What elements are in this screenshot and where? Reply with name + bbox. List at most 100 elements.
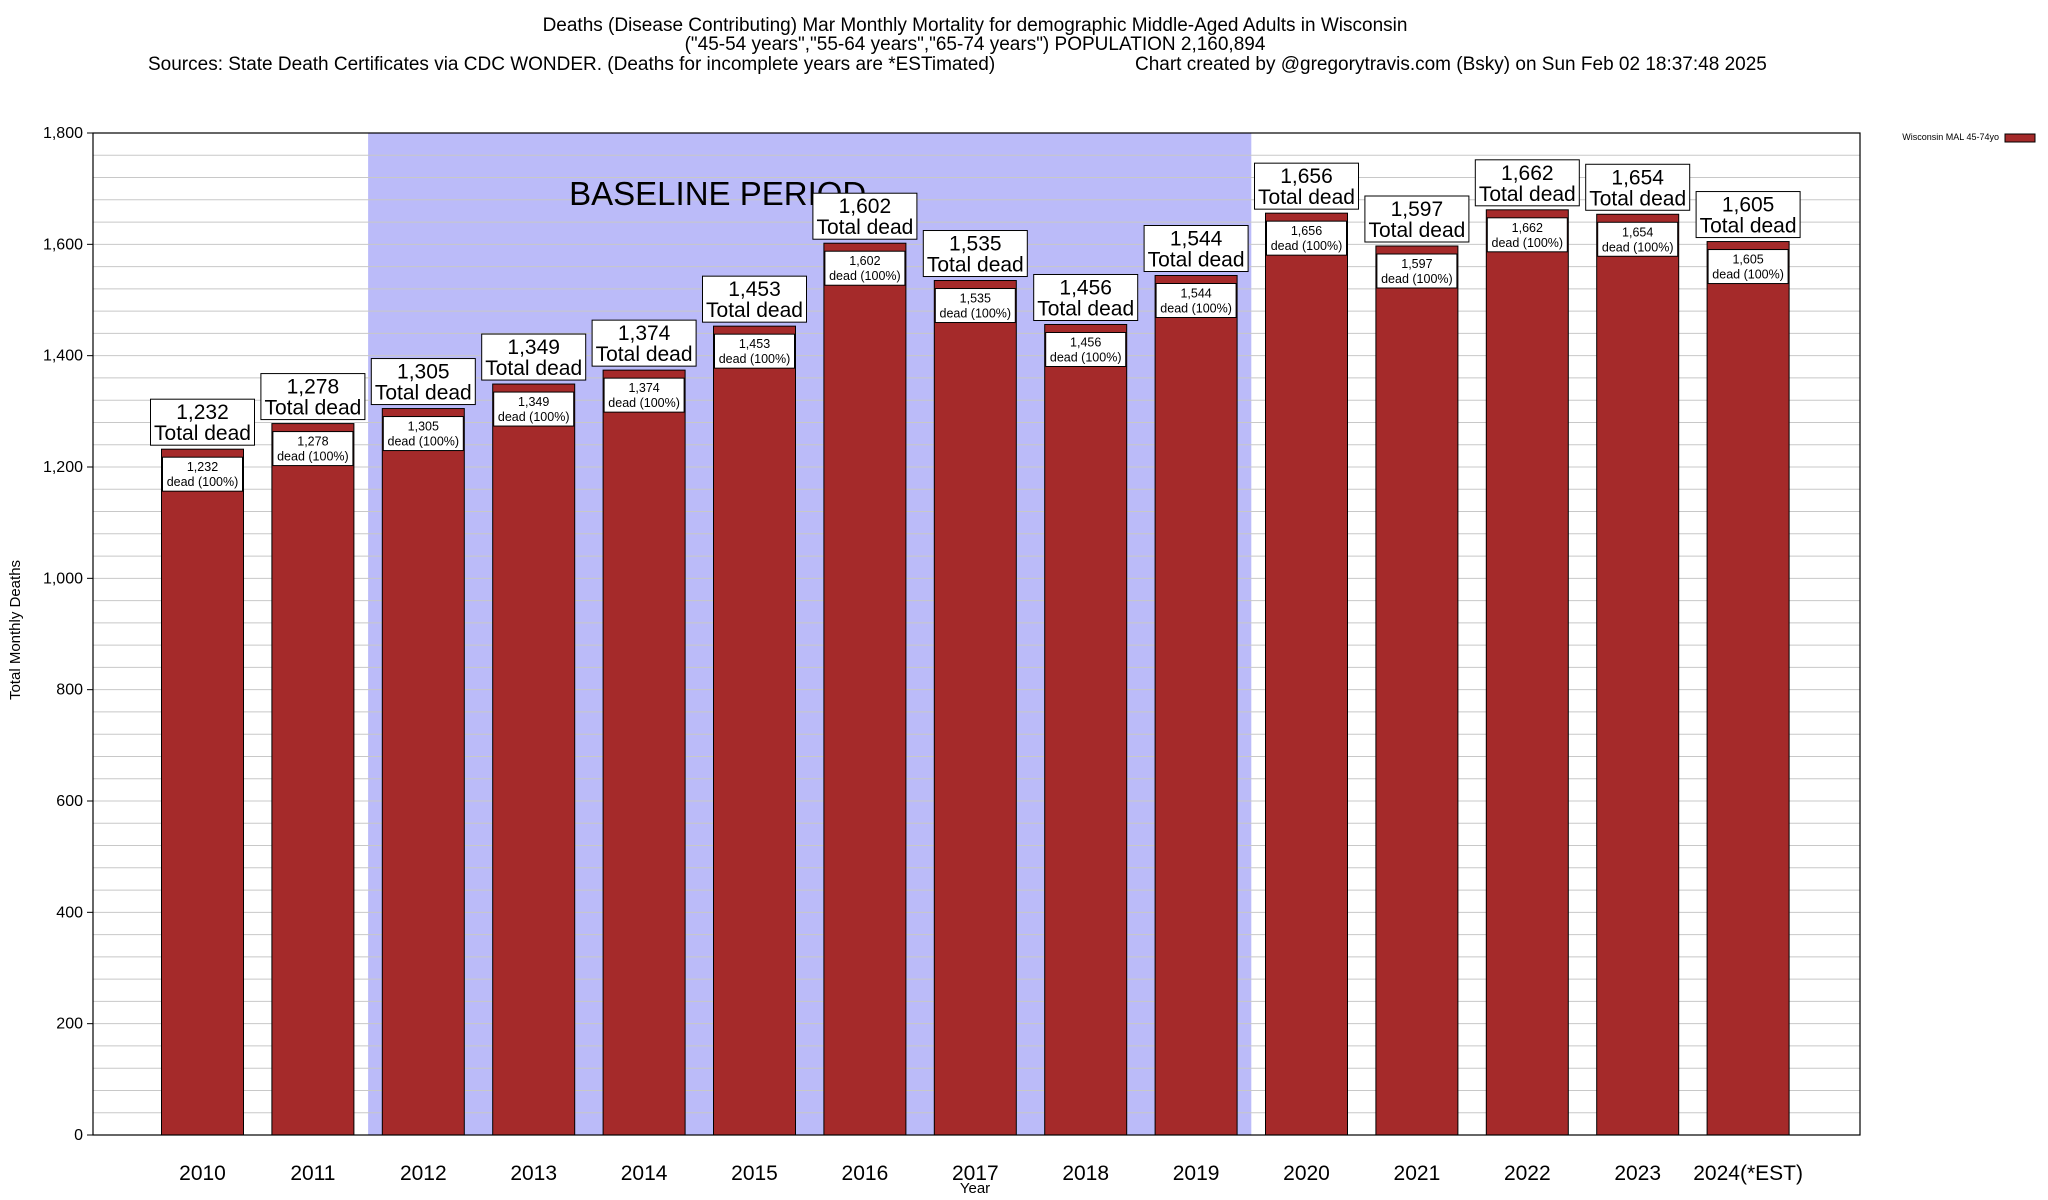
top-label-box [922, 230, 1028, 278]
y-tick-label: 1,600 [43, 236, 83, 253]
inner-label-box [272, 431, 354, 467]
inner-label-box [162, 456, 243, 492]
inner-suffix-label: dead (100%) [1271, 239, 1343, 253]
inner-value-label: 1,656 [1291, 224, 1322, 238]
chart-title: Deaths (Disease Contributing) Mar Monthl… [543, 15, 1408, 36]
inner-suffix-label: dead (100%) [167, 475, 239, 489]
inner-suffix-label: dead (100%) [829, 269, 901, 283]
bar-2014 [602, 369, 686, 1136]
inner-value-label: 1,305 [408, 420, 439, 434]
top-suffix-label: Total dead [927, 254, 1024, 277]
inner-suffix-label: dead (100%) [1602, 240, 1674, 254]
inner-value-label: 1,597 [1401, 257, 1432, 271]
top-value-label: 1,597 [1391, 198, 1444, 221]
top-value-label: 1,453 [728, 278, 781, 301]
top-value-label: 1,605 [1722, 194, 1775, 217]
inner-value-label: 1,535 [960, 292, 991, 306]
chart-credit: Chart created by @gregorytravis.com (Bsk… [1135, 54, 1767, 75]
inner-value-label: 1,374 [628, 381, 659, 395]
x-tick-label: 2024(*EST) [1693, 1162, 1803, 1185]
inner-suffix-label: dead (100%) [277, 450, 349, 464]
bar-2017 [933, 280, 1017, 1136]
top-label-box [1033, 273, 1139, 321]
bar-2020 [1265, 212, 1348, 1136]
top-value-label: 1,349 [507, 336, 560, 359]
bar-2012 [381, 408, 465, 1136]
inner-value-label: 1,602 [849, 254, 880, 268]
top-label-box [1585, 163, 1691, 211]
x-tick-label: 2012 [400, 1162, 447, 1185]
plot-frame [92, 132, 1861, 1136]
inner-label-box [603, 377, 685, 413]
x-tick-label: 2023 [1614, 1162, 1661, 1185]
inner-value-label: 1,453 [739, 337, 770, 351]
top-value-label: 1,654 [1611, 166, 1664, 189]
top-value-label: 1,305 [397, 361, 450, 384]
inner-label-box [714, 333, 795, 369]
bar-2018 [1044, 323, 1128, 1136]
inner-label-box [934, 288, 1016, 324]
inner-suffix-label: dead (100%) [388, 435, 460, 449]
inner-value-label: 1,232 [187, 460, 218, 474]
inner-label-box [1486, 217, 1568, 253]
top-value-label: 1,456 [1059, 276, 1112, 299]
x-tick-label: 2017 [952, 1162, 999, 1185]
y-tick-label: 1,000 [43, 570, 83, 587]
top-value-label: 1,278 [287, 376, 340, 399]
inner-suffix-label: dead (100%) [1381, 272, 1453, 286]
top-value-label: 1,374 [618, 322, 671, 345]
bar-2010 [161, 448, 244, 1136]
chart-subtitle: ("45-54 years","55-64 years","65-74 year… [685, 34, 1266, 55]
y-tick-label: 1,200 [43, 459, 83, 476]
inner-label-box [1155, 283, 1237, 319]
top-suffix-label: Total dead [1589, 187, 1686, 210]
x-tick-label: 2019 [1173, 1162, 1220, 1185]
top-suffix-label: Total dead [485, 357, 582, 380]
top-suffix-label: Total dead [596, 343, 693, 366]
bar-2011 [271, 423, 355, 1136]
top-value-label: 1,544 [1170, 228, 1223, 251]
inner-label-box [1597, 221, 1679, 257]
x-tick-label: 2022 [1504, 1162, 1551, 1185]
x-tick-label: 2013 [510, 1162, 557, 1185]
inner-value-label: 1,654 [1622, 225, 1653, 239]
top-label-box [481, 333, 587, 381]
inner-suffix-label: dead (100%) [1492, 236, 1564, 250]
top-label-box [150, 398, 255, 446]
x-tick-label: 2020 [1283, 1162, 1330, 1185]
inner-value-label: 1,605 [1732, 253, 1763, 267]
top-label-box [1474, 159, 1580, 207]
top-value-label: 1,232 [176, 401, 229, 424]
inner-label-box [1266, 220, 1347, 256]
top-label-box [260, 373, 366, 421]
top-value-label: 1,656 [1280, 165, 1333, 188]
x-tick-label: 2014 [621, 1162, 668, 1185]
inner-value-label: 1,349 [518, 395, 549, 409]
legend: Wisconsin MAL 45-74yo [1902, 132, 2036, 143]
inner-label-box [1376, 253, 1458, 289]
x-tick-label: 2011 [290, 1162, 335, 1185]
top-suffix-label: Total dead [1700, 215, 1797, 238]
top-value-label: 1,602 [839, 195, 892, 218]
top-label-box [702, 275, 807, 323]
top-label-box [1143, 225, 1249, 273]
top-suffix-label: Total dead [1479, 183, 1576, 206]
x-axis-label: Year [960, 1180, 990, 1197]
inner-value-label: 1,544 [1180, 287, 1211, 301]
inner-label-box [382, 416, 464, 452]
top-label-box [370, 358, 476, 406]
chart-sources: Sources: State Death Certificates via CD… [148, 54, 995, 75]
y-tick-label: 600 [56, 793, 83, 810]
inner-suffix-label: dead (100%) [940, 307, 1012, 321]
bar-2015 [713, 325, 796, 1136]
inner-suffix-label: dead (100%) [1050, 350, 1122, 364]
top-label-box [591, 319, 697, 367]
y-tick-label: 1,400 [43, 348, 83, 365]
inner-label-box [493, 391, 575, 427]
x-tick-label: 2015 [731, 1162, 778, 1185]
inner-label-box [1045, 331, 1127, 367]
top-suffix-label: Total dead [1368, 219, 1465, 242]
x-tick-label: 2021 [1394, 1162, 1441, 1185]
inner-label-box [824, 250, 906, 286]
